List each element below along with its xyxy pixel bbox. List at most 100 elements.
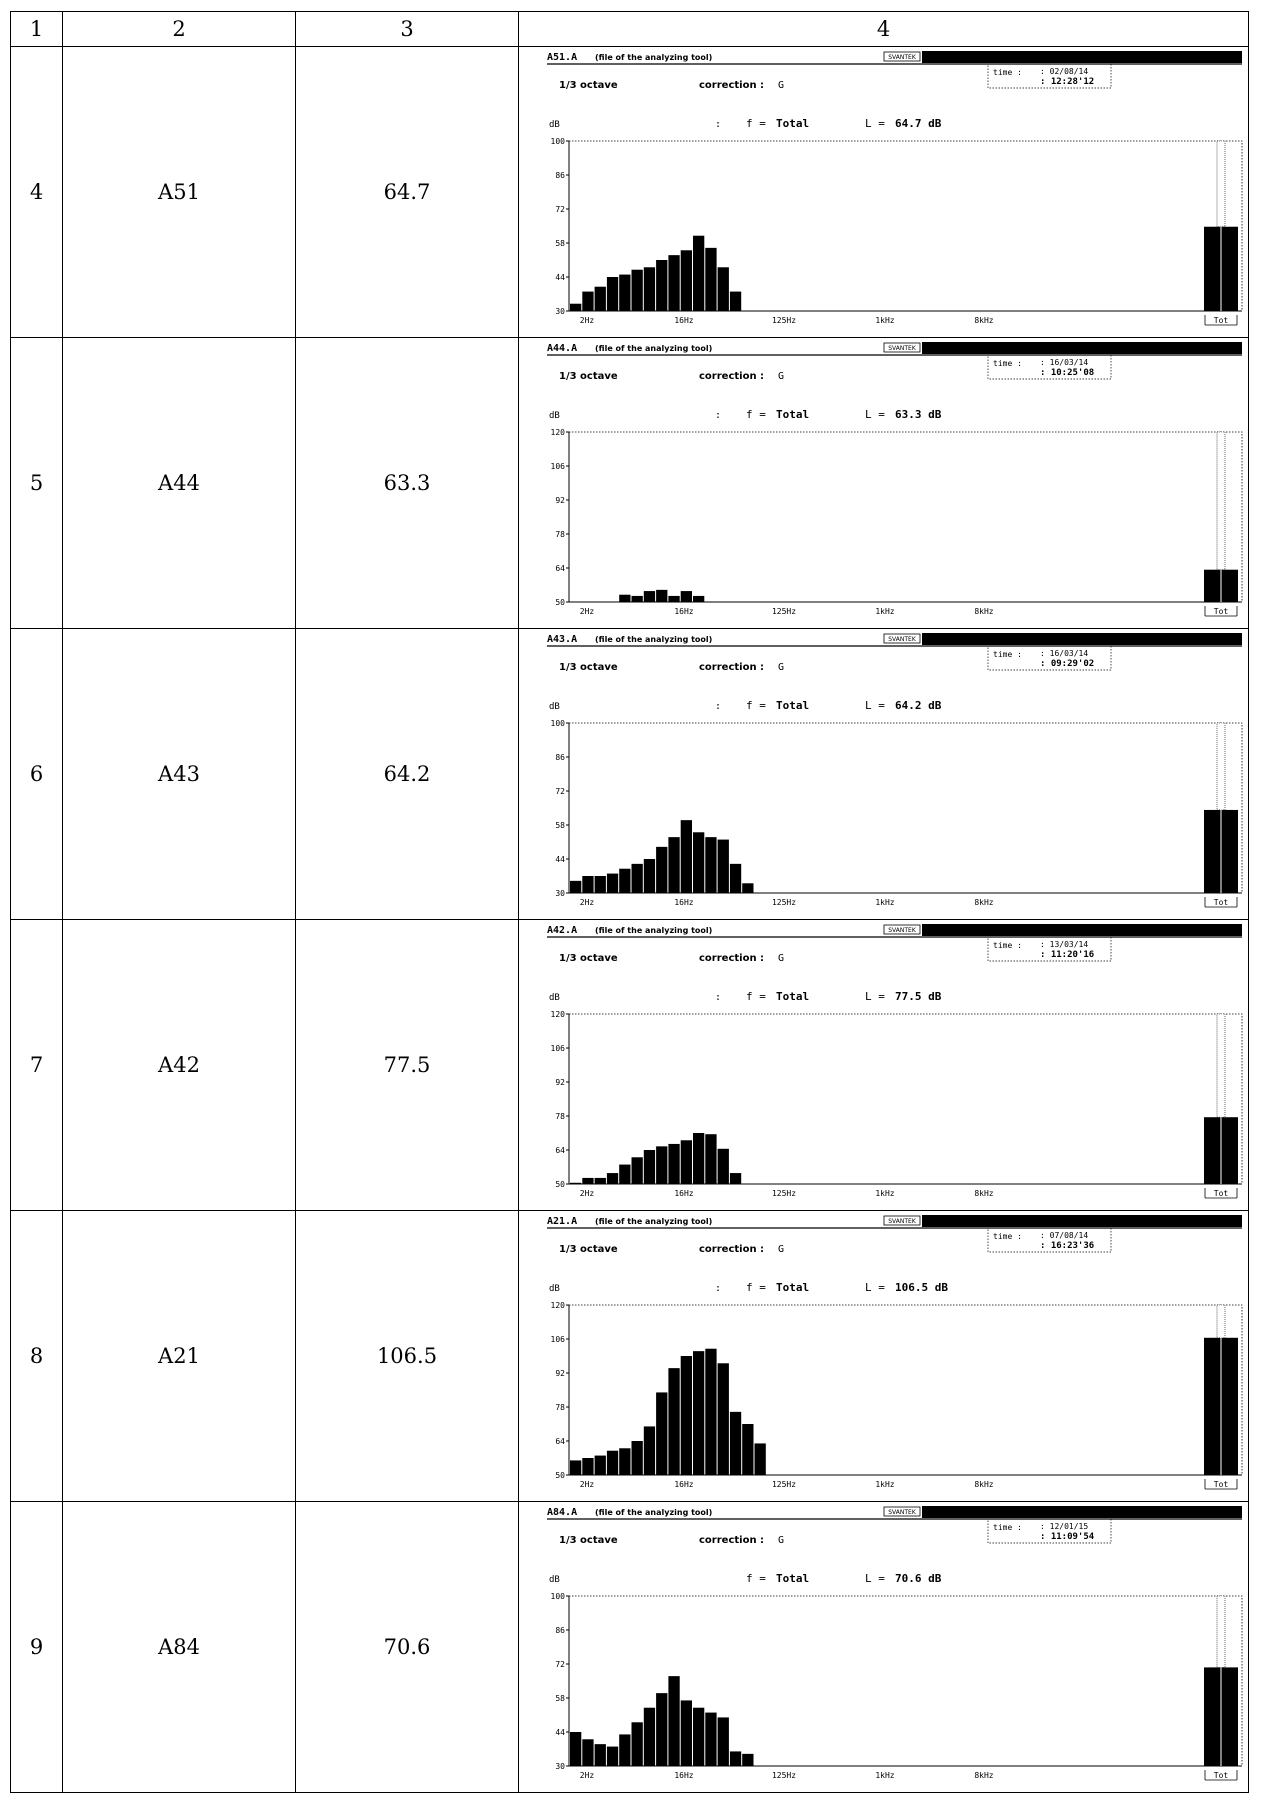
row-number: 9 (10, 1501, 63, 1793)
y-tick-label: 72 (555, 787, 565, 796)
y-tick-label: 58 (555, 239, 565, 248)
measurement-code: A43 (62, 628, 296, 920)
spectrum-cell: A21.A (file of the analyzing tool) SVANTEK… (518, 1210, 1249, 1502)
status-bar (922, 633, 1242, 645)
spectrum-bar (643, 1426, 656, 1475)
x-tick-label: Tot (1214, 1480, 1229, 1489)
spectrum-bar (631, 1157, 643, 1184)
spectrum-bar (656, 1392, 668, 1475)
row-number: 4 (10, 46, 63, 338)
spectrum-bar (594, 1177, 606, 1184)
row-number: 6 (10, 628, 63, 920)
table-row: 8 A21 106.5 A21.A (file of the analyzing too… (10, 1210, 1249, 1502)
file-description: (file of the analyzing tool) (595, 926, 712, 935)
y-tick-label: 100 (551, 1592, 566, 1601)
y-tick-label: 106 (551, 1335, 566, 1344)
time-value: : 12:28'12 (1040, 77, 1094, 87)
x-tick-label: Tot (1214, 607, 1229, 616)
x-tick-label: 16Hz (674, 1771, 693, 1780)
spectrum-bar (693, 832, 705, 893)
y-unit-label: dB (549, 411, 560, 421)
time-label: time : (993, 68, 1022, 77)
mode-label: 1/3 octave (559, 1244, 618, 1255)
spectrum-bar (656, 846, 668, 893)
correction-value: G (778, 1535, 784, 1546)
x-tick-label: 8kHz (974, 607, 993, 616)
y-tick-label: 44 (555, 855, 565, 864)
x-tick-label: 8kHz (974, 1771, 993, 1780)
x-tick-label: 1kHz (875, 316, 894, 325)
file-description: (file of the analyzing tool) (595, 344, 712, 353)
file-name: A84.A (547, 1507, 577, 1518)
f-label: f = (746, 990, 766, 1003)
status-bar (922, 342, 1242, 354)
spectrum-bar (631, 1722, 643, 1766)
level-value: 63.3 dB (895, 408, 942, 421)
spectrum-bar (619, 1448, 631, 1475)
spectrum-bar (705, 1348, 717, 1475)
spectrum-bar (717, 267, 729, 311)
spectrum-bar (631, 595, 643, 602)
correction-value: G (778, 80, 784, 91)
spectrum-bar (717, 1148, 729, 1184)
correction-label: correction : (699, 80, 764, 91)
spectrum-bar (643, 859, 656, 893)
spectrum-bar (606, 1173, 619, 1184)
x-tick-label: 2Hz (580, 898, 595, 907)
table-row: 5 A44 63.3 A44.A (file of the analyzing tool… (10, 337, 1249, 629)
y-tick-label: 58 (555, 1694, 565, 1703)
measurement-table: 1 2 3 4 4 A51 64.7 A51.A (file of the analyz… (10, 11, 1249, 1793)
f-value: Total (776, 990, 809, 1003)
y-tick-label: 72 (555, 205, 565, 214)
spectrum-bar (619, 868, 631, 893)
spectrum-bar (717, 1363, 729, 1475)
brand-logo (883, 1215, 921, 1226)
f-value: Total (776, 117, 809, 130)
measured-level: 106.5 (295, 1210, 519, 1502)
brand-text: SVANTEK (888, 54, 917, 61)
f-label: f = (746, 1572, 766, 1585)
spectrum-bar (656, 260, 668, 311)
spectrum-bar (594, 1744, 606, 1766)
spectrum-bar (570, 1182, 582, 1184)
y-unit-label: dB (549, 1575, 560, 1585)
y-tick-label: 92 (555, 1078, 565, 1087)
y-tick-label: 120 (551, 1301, 566, 1310)
readout-separator: : (715, 701, 721, 712)
date-value: : 07/08/14 (1040, 1231, 1088, 1240)
readout-separator: : (715, 410, 721, 421)
spectrum-bar (680, 591, 692, 602)
spectrum-bar (668, 837, 680, 893)
x-tick-label: 8kHz (974, 1189, 993, 1198)
x-tick-label: 2Hz (580, 607, 595, 616)
y-tick-label: 100 (551, 719, 566, 728)
level-value: 64.7 dB (895, 117, 942, 130)
spectrum-bar (619, 274, 631, 311)
level-label: L = (865, 117, 885, 130)
file-description: (file of the analyzing tool) (595, 1508, 712, 1517)
spectrum-chart: A84.A (file of the analyzing tool) SVANTEK… (547, 1506, 1243, 1781)
spectrum-bar (606, 873, 619, 893)
mode-label: 1/3 octave (559, 662, 618, 673)
spectrum-bar (594, 1455, 606, 1475)
measurement-code: A51 (62, 46, 296, 338)
level-value: 64.2 dB (895, 699, 942, 712)
x-tick-label: Tot (1214, 1771, 1229, 1780)
spectrum-bar (729, 863, 742, 893)
x-tick-label: 8kHz (974, 1480, 993, 1489)
status-bar (922, 1215, 1242, 1227)
correction-label: correction : (699, 662, 764, 673)
y-unit-label: dB (549, 993, 560, 1003)
spectrum-cell: A51.A (file of the analyzing tool) SVANTEK… (518, 46, 1249, 338)
time-box (987, 645, 1112, 671)
spectrum-bar (606, 1746, 619, 1766)
file-description: (file of the analyzing tool) (595, 53, 712, 62)
measured-level: 77.5 (295, 919, 519, 1211)
spectrum-bar (729, 1751, 742, 1766)
file-name: A44.A (547, 343, 577, 354)
f-value: Total (776, 408, 809, 421)
y-unit-label: dB (549, 702, 560, 712)
spectrum-bar (680, 250, 692, 311)
spectrum-bar (754, 1443, 766, 1475)
f-label: f = (746, 408, 766, 421)
